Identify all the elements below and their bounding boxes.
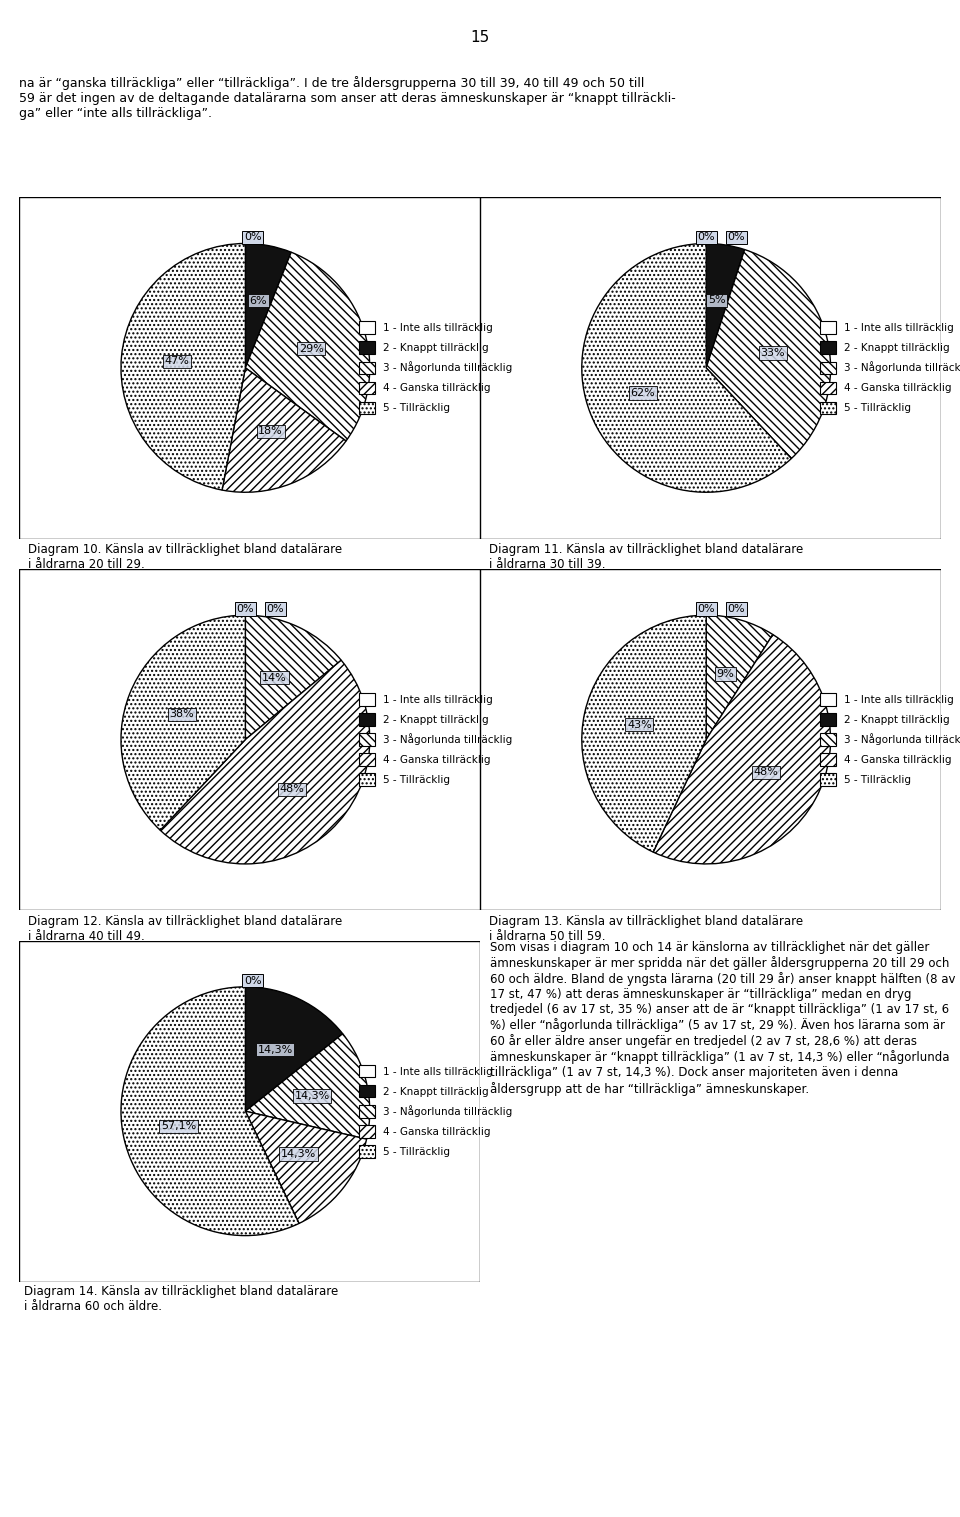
- Text: Som visas i diagram 10 och 14 är känslorna av tillräcklighet när det gäller ämne: Som visas i diagram 10 och 14 är känslor…: [490, 941, 955, 1095]
- Text: 18%: 18%: [258, 426, 283, 437]
- Wedge shape: [246, 252, 370, 441]
- Legend: 1 - Inte alls tillräcklig, 2 - Knappt tillräcklig, 3 - Någorlunda tillräcklig, 4: 1 - Inte alls tillräcklig, 2 - Knappt ti…: [820, 693, 960, 786]
- Text: 29%: 29%: [299, 344, 324, 353]
- Text: Diagram 14. Känsla av tillräcklighet bland datalärare
i åldrarna 60 och äldre.: Diagram 14. Känsla av tillräcklighet bla…: [24, 1285, 338, 1314]
- Text: 0%: 0%: [244, 232, 262, 243]
- Text: 0%: 0%: [244, 975, 262, 986]
- Legend: 1 - Inte alls tillräcklig, 2 - Knappt tillräcklig, 3 - Någorlunda tillräcklig, 4: 1 - Inte alls tillräcklig, 2 - Knappt ti…: [359, 322, 513, 414]
- Wedge shape: [246, 243, 291, 369]
- Wedge shape: [653, 634, 830, 863]
- Text: Diagram 12. Känsla av tillräcklighet bland datalärare
i åldrarna 40 till 49.: Diagram 12. Känsla av tillräcklighet bla…: [29, 915, 343, 944]
- Text: 48%: 48%: [754, 768, 779, 778]
- Wedge shape: [222, 369, 346, 492]
- Wedge shape: [707, 243, 745, 369]
- Text: 0%: 0%: [236, 604, 254, 614]
- Text: 5%: 5%: [708, 296, 726, 305]
- Legend: 1 - Inte alls tillräcklig, 2 - Knappt tillräcklig, 3 - Någorlunda tillräcklig, 4: 1 - Inte alls tillräcklig, 2 - Knappt ti…: [359, 693, 513, 786]
- Text: 9%: 9%: [716, 669, 734, 678]
- Text: 14,3%: 14,3%: [281, 1148, 317, 1159]
- Text: 14%: 14%: [262, 672, 287, 683]
- Text: 57,1%: 57,1%: [161, 1121, 196, 1132]
- Text: 0%: 0%: [728, 604, 745, 614]
- Text: 0%: 0%: [697, 232, 715, 243]
- Text: 14,3%: 14,3%: [295, 1091, 329, 1101]
- Text: 15: 15: [470, 30, 490, 46]
- Text: 0%: 0%: [267, 604, 284, 614]
- Wedge shape: [121, 616, 246, 830]
- Text: Diagram 10. Känsla av tillräcklighet bland datalärare
i åldrarna 20 till 29.: Diagram 10. Känsla av tillräcklighet bla…: [29, 543, 343, 572]
- Wedge shape: [246, 1110, 367, 1223]
- Text: 62%: 62%: [630, 388, 655, 397]
- Wedge shape: [121, 243, 246, 490]
- Wedge shape: [246, 616, 341, 739]
- Legend: 1 - Inte alls tillräcklig, 2 - Knappt tillräcklig, 3 - Någorlunda tillräcklig, 4: 1 - Inte alls tillräcklig, 2 - Knappt ti…: [820, 322, 960, 414]
- Text: 33%: 33%: [760, 347, 785, 358]
- Wedge shape: [707, 250, 830, 458]
- Text: na är “ganska tillräckliga” eller “tillräckliga”. I de tre åldersgrupperna 30 ti: na är “ganska tillräckliga” eller “tillr…: [19, 76, 676, 120]
- Text: 14,3%: 14,3%: [257, 1045, 293, 1054]
- Text: 0%: 0%: [728, 232, 745, 243]
- Text: 48%: 48%: [279, 784, 304, 795]
- Wedge shape: [121, 988, 300, 1235]
- Wedge shape: [160, 660, 370, 865]
- Text: 43%: 43%: [627, 719, 652, 730]
- Wedge shape: [582, 616, 707, 853]
- Text: 47%: 47%: [165, 356, 190, 367]
- Wedge shape: [707, 369, 791, 458]
- Text: 38%: 38%: [169, 710, 194, 719]
- Wedge shape: [246, 1033, 370, 1139]
- Text: 6%: 6%: [250, 296, 267, 305]
- Text: 0%: 0%: [697, 604, 715, 614]
- Wedge shape: [582, 243, 791, 492]
- Text: Diagram 11. Känsla av tillräcklighet bland datalärare
i åldrarna 30 till 39.: Diagram 11. Känsla av tillräcklighet bla…: [490, 543, 804, 572]
- Wedge shape: [246, 988, 343, 1110]
- Text: Diagram 13. Känsla av tillräcklighet bland datalärare
i åldrarna 50 till 59.: Diagram 13. Känsla av tillräcklighet bla…: [490, 915, 804, 944]
- Legend: 1 - Inte alls tillräcklig, 2 - Knappt tillräcklig, 3 - Någorlunda tillräcklig, 4: 1 - Inte alls tillräcklig, 2 - Knappt ti…: [359, 1065, 513, 1157]
- Wedge shape: [707, 616, 773, 739]
